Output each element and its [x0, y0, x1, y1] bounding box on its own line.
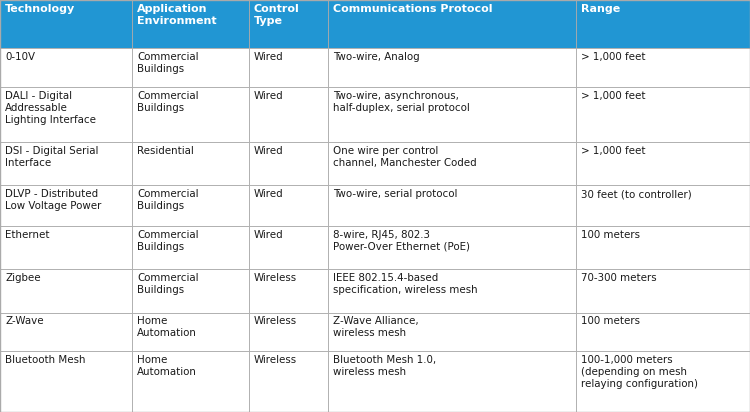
Text: 100-1,000 meters
(depending on mesh
relaying configuration): 100-1,000 meters (depending on mesh rela… — [581, 355, 698, 389]
Text: Two-wire, serial protocol: Two-wire, serial protocol — [333, 189, 458, 199]
Bar — [249, 87, 328, 142]
Bar — [576, 185, 750, 226]
Bar — [328, 48, 576, 87]
Text: 0-10V: 0-10V — [5, 52, 35, 62]
Bar — [249, 48, 328, 87]
Text: Zigbee: Zigbee — [5, 273, 40, 283]
Bar — [328, 351, 576, 412]
Text: Commercial
Buildings: Commercial Buildings — [137, 52, 199, 74]
Text: Wired: Wired — [254, 146, 284, 156]
Bar — [576, 142, 750, 185]
Text: 100 meters: 100 meters — [581, 229, 640, 240]
Text: Bluetooth Mesh: Bluetooth Mesh — [5, 355, 86, 365]
Bar — [328, 0, 576, 48]
Text: Commercial
Buildings: Commercial Buildings — [137, 91, 199, 113]
Bar — [0, 185, 132, 226]
Text: Home
Automation: Home Automation — [137, 316, 196, 339]
Bar — [328, 313, 576, 351]
Text: Z-Wave: Z-Wave — [5, 316, 44, 326]
Text: > 1,000 feet: > 1,000 feet — [581, 146, 646, 156]
Bar — [576, 351, 750, 412]
Text: One wire per control
channel, Manchester Coded: One wire per control channel, Manchester… — [333, 146, 477, 168]
Bar — [249, 0, 328, 48]
Text: Two-wire, Analog: Two-wire, Analog — [333, 52, 420, 62]
Bar — [328, 185, 576, 226]
Text: 30 feet (to controller): 30 feet (to controller) — [581, 189, 692, 199]
Text: Wired: Wired — [254, 52, 284, 62]
Bar — [576, 87, 750, 142]
Text: Ethernet: Ethernet — [5, 229, 50, 240]
Text: DLVP - Distributed
Low Voltage Power: DLVP - Distributed Low Voltage Power — [5, 189, 101, 211]
Bar — [132, 226, 249, 269]
Text: Application
Environment: Application Environment — [137, 4, 217, 26]
Bar — [0, 269, 132, 313]
Bar — [132, 313, 249, 351]
Text: Home
Automation: Home Automation — [137, 355, 196, 377]
Text: Residential: Residential — [137, 146, 194, 156]
Bar — [132, 48, 249, 87]
Bar — [576, 48, 750, 87]
Bar — [328, 269, 576, 313]
Bar — [132, 269, 249, 313]
Text: 70-300 meters: 70-300 meters — [581, 273, 657, 283]
Bar — [0, 142, 132, 185]
Bar — [249, 313, 328, 351]
Bar — [249, 351, 328, 412]
Bar — [0, 48, 132, 87]
Text: Commercial
Buildings: Commercial Buildings — [137, 273, 199, 295]
Text: Z-Wave Alliance,
wireless mesh: Z-Wave Alliance, wireless mesh — [333, 316, 418, 339]
Bar — [328, 87, 576, 142]
Bar — [0, 87, 132, 142]
Bar — [249, 185, 328, 226]
Text: Technology: Technology — [5, 4, 75, 14]
Text: Wired: Wired — [254, 91, 284, 101]
Text: Wired: Wired — [254, 229, 284, 240]
Bar — [249, 142, 328, 185]
Text: Range: Range — [581, 4, 620, 14]
Text: 100 meters: 100 meters — [581, 316, 640, 326]
Text: Two-wire, asynchronous,
half-duplex, serial protocol: Two-wire, asynchronous, half-duplex, ser… — [333, 91, 470, 113]
Text: IEEE 802.15.4-based
specification, wireless mesh: IEEE 802.15.4-based specification, wirel… — [333, 273, 478, 295]
Bar — [132, 351, 249, 412]
Text: > 1,000 feet: > 1,000 feet — [581, 52, 646, 62]
Bar — [132, 185, 249, 226]
Bar — [576, 226, 750, 269]
Bar — [0, 351, 132, 412]
Bar — [0, 313, 132, 351]
Text: Wireless: Wireless — [254, 273, 297, 283]
Bar — [328, 142, 576, 185]
Text: Commercial
Buildings: Commercial Buildings — [137, 189, 199, 211]
Bar — [132, 0, 249, 48]
Bar — [0, 226, 132, 269]
Bar — [0, 0, 132, 48]
Bar — [328, 226, 576, 269]
Bar — [132, 87, 249, 142]
Bar — [249, 269, 328, 313]
Bar — [132, 142, 249, 185]
Text: Control
Type: Control Type — [254, 4, 300, 26]
Text: DALI - Digital
Addressable
Lighting Interface: DALI - Digital Addressable Lighting Inte… — [5, 91, 96, 125]
Bar — [249, 226, 328, 269]
Text: 8-wire, RJ45, 802.3
Power-Over Ethernet (PoE): 8-wire, RJ45, 802.3 Power-Over Ethernet … — [333, 229, 470, 252]
Text: Wireless: Wireless — [254, 355, 297, 365]
Text: > 1,000 feet: > 1,000 feet — [581, 91, 646, 101]
Text: DSI - Digital Serial
Interface: DSI - Digital Serial Interface — [5, 146, 98, 168]
Text: Communications Protocol: Communications Protocol — [333, 4, 493, 14]
Bar — [576, 313, 750, 351]
Text: Bluetooth Mesh 1.0,
wireless mesh: Bluetooth Mesh 1.0, wireless mesh — [333, 355, 436, 377]
Text: Commercial
Buildings: Commercial Buildings — [137, 229, 199, 252]
Text: Wireless: Wireless — [254, 316, 297, 326]
Text: Wired: Wired — [254, 189, 284, 199]
Bar — [576, 0, 750, 48]
Bar — [576, 269, 750, 313]
